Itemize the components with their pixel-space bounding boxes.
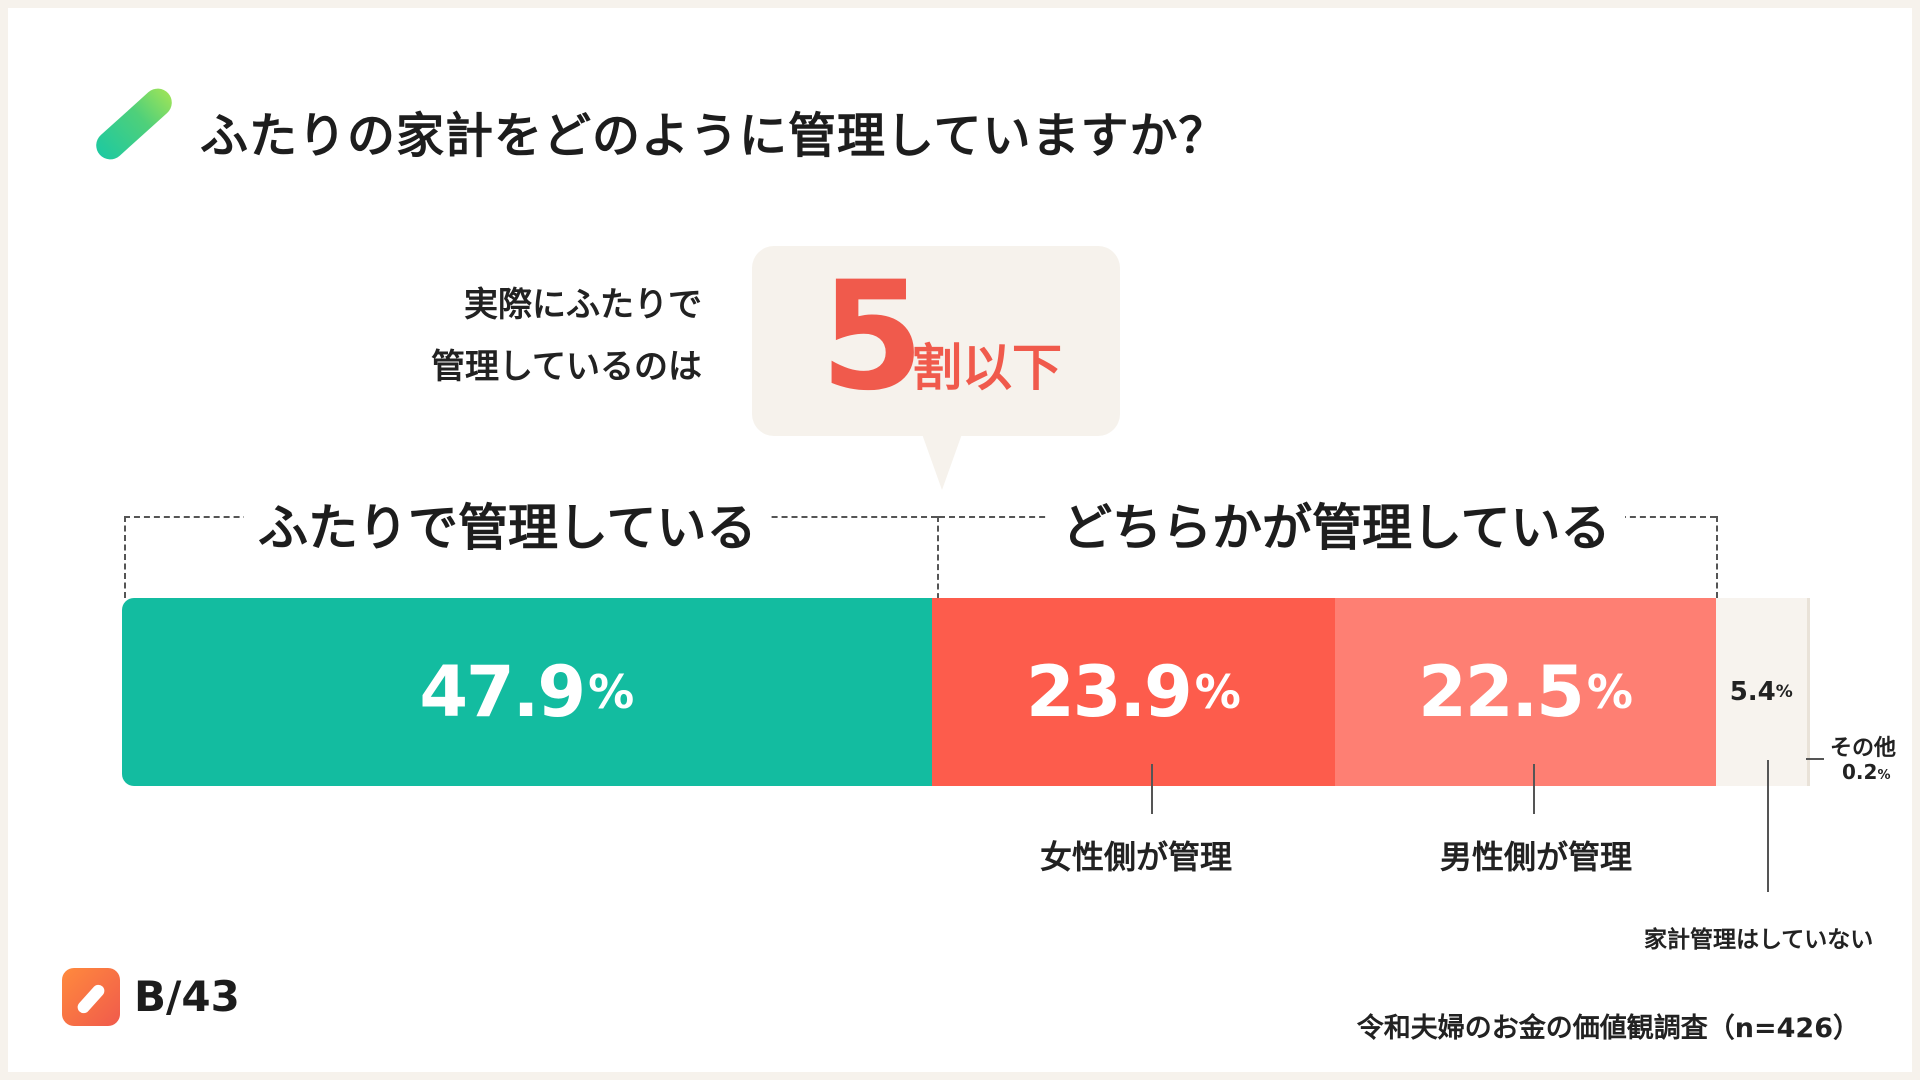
bar-together: 47.9%: [122, 598, 932, 786]
bar-value-0: 47.9: [419, 651, 586, 733]
page-title: ふたりの家計をどのように管理していますか？: [200, 108, 1228, 164]
callout-bubble-tail: [922, 434, 962, 490]
leader-none: [1767, 760, 1769, 892]
callout-text: 実際にふたりで 管理しているのは: [380, 274, 702, 398]
group-right-bracket-right: [1716, 516, 1718, 598]
bar-pct-1: %: [1194, 665, 1241, 719]
group-label-either: どちらかが管理している: [1048, 488, 1625, 560]
source-note: 令和夫婦のお金の価値観調査（n=426）: [1356, 1013, 1860, 1044]
segment-label-other: その他: [1830, 736, 1897, 761]
bar-female: 23.9%: [931, 598, 1336, 786]
callout-bubble: [752, 246, 1120, 436]
bar-male: 22.5%: [1335, 598, 1716, 786]
leader-other: [1806, 758, 1824, 760]
bar-value-1: 23.9: [1026, 651, 1193, 733]
value-other-pct: %: [1877, 768, 1891, 783]
bar-value-2: 22.5: [1418, 651, 1585, 733]
bar-value-3: 5.4: [1729, 677, 1776, 707]
segment-label-female: 女性側が管理: [1040, 838, 1233, 876]
segment-label-none: 家計管理はしていない: [1644, 927, 1874, 953]
value-other-number: 0.2: [1842, 760, 1878, 784]
group-divider-line: [937, 516, 939, 628]
bar-other: [1806, 598, 1811, 786]
value-label-other: 0.2%: [1842, 760, 1890, 784]
callout-line-2: 管理しているのは: [431, 347, 702, 387]
bar-none: 5.4%: [1715, 598, 1807, 786]
bar-pct-2: %: [1586, 665, 1633, 719]
brand-name: B/43: [134, 972, 240, 1021]
bar-pct-3: %: [1775, 682, 1793, 702]
segment-label-male: 男性側が管理: [1440, 838, 1633, 876]
group-left-bracket-left: [124, 516, 126, 598]
callout-line-1: 実際にふたりで: [464, 285, 702, 325]
bar-pct-0: %: [588, 665, 635, 719]
group-label-together: ふたりで管理している: [244, 488, 771, 560]
leader-female: [1151, 764, 1153, 814]
leader-male: [1533, 764, 1535, 814]
callout-unit: 割以下: [912, 339, 1062, 397]
callout-number: 5: [820, 250, 925, 424]
